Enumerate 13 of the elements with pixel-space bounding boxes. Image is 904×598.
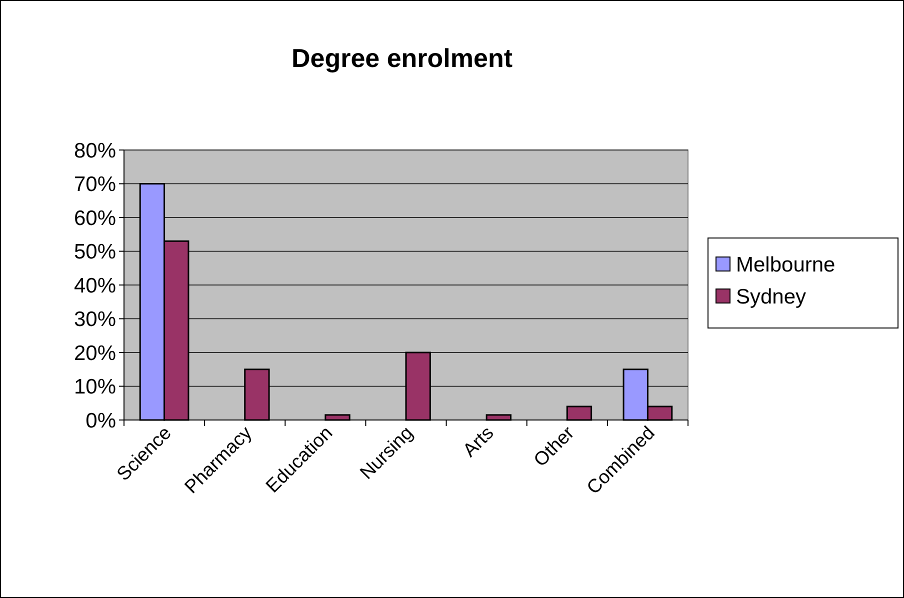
y-tick-label: 30%	[74, 308, 116, 332]
x-tick-label: Arts	[459, 422, 498, 462]
y-tick-label: 40%	[74, 274, 116, 298]
legend-label: Sydney	[736, 285, 807, 308]
y-tick-label: 80%	[74, 139, 116, 162]
y-tick-label: 60%	[74, 206, 116, 230]
y-tick-label: 10%	[74, 376, 116, 399]
chart-title: Degree enrolment	[291, 43, 513, 73]
legend-label: Melbourne	[736, 253, 836, 276]
y-tick-label: 20%	[74, 342, 116, 365]
y-tick-label: 50%	[74, 240, 116, 264]
y-tick-label: 0%	[86, 409, 116, 432]
y-tick-label: 70%	[74, 173, 116, 196]
